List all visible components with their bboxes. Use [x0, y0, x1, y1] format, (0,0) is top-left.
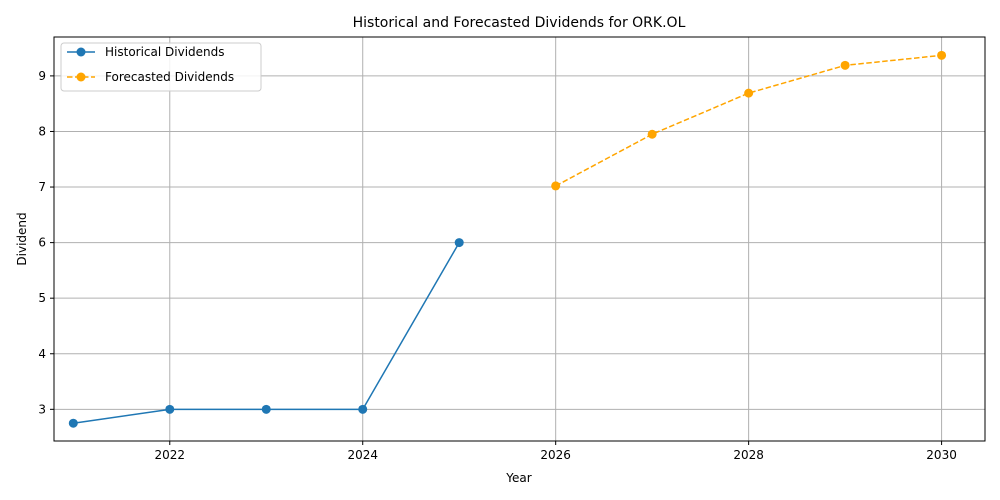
y-tick-label: 8	[38, 124, 46, 138]
data-point-forecast	[744, 88, 754, 98]
x-tick-label: 2026	[540, 448, 571, 462]
data-point-forecast	[647, 129, 657, 139]
y-tick-label: 7	[38, 180, 46, 194]
x-axis-label: Year	[505, 471, 531, 485]
data-point-forecast	[937, 50, 947, 60]
plot-frame	[53, 36, 986, 442]
ticks: 2022 2024 2026 2028 2030 3 4 5 6 7 8 9	[38, 69, 956, 462]
legend-marker-historical	[76, 47, 86, 57]
y-tick-label: 9	[38, 69, 46, 83]
legend-label-forecast: Forecasted Dividends	[105, 70, 234, 84]
data-point-historical	[261, 404, 271, 414]
legend-box	[60, 42, 262, 92]
y-axis-label: Dividend	[15, 212, 29, 265]
series-layer	[68, 50, 947, 428]
data-point-forecast	[840, 60, 850, 70]
series-line-forecast	[555, 54, 942, 187]
x-tick-label: 2028	[733, 448, 764, 462]
data-point-historical	[68, 418, 78, 428]
x-tick-label: 2024	[347, 448, 378, 462]
y-tick-label: 6	[38, 236, 46, 250]
data-point-historical	[454, 238, 464, 248]
data-point-historical	[165, 404, 175, 414]
legend: Historical Dividends Forecasted Dividend…	[60, 42, 262, 92]
x-tick-label: 2022	[154, 448, 185, 462]
y-tick-label: 3	[38, 402, 46, 416]
grid	[54, 37, 985, 441]
data-point-forecast	[551, 181, 561, 191]
legend-marker-forecast	[76, 72, 86, 82]
y-tick-label: 4	[38, 347, 46, 361]
y-tick-label: 5	[38, 291, 46, 305]
x-tick-label: 2030	[926, 448, 957, 462]
legend-label-historical: Historical Dividends	[105, 45, 225, 59]
chart-title: Historical and Forecasted Dividends for …	[353, 15, 686, 31]
data-point-historical	[358, 404, 368, 414]
